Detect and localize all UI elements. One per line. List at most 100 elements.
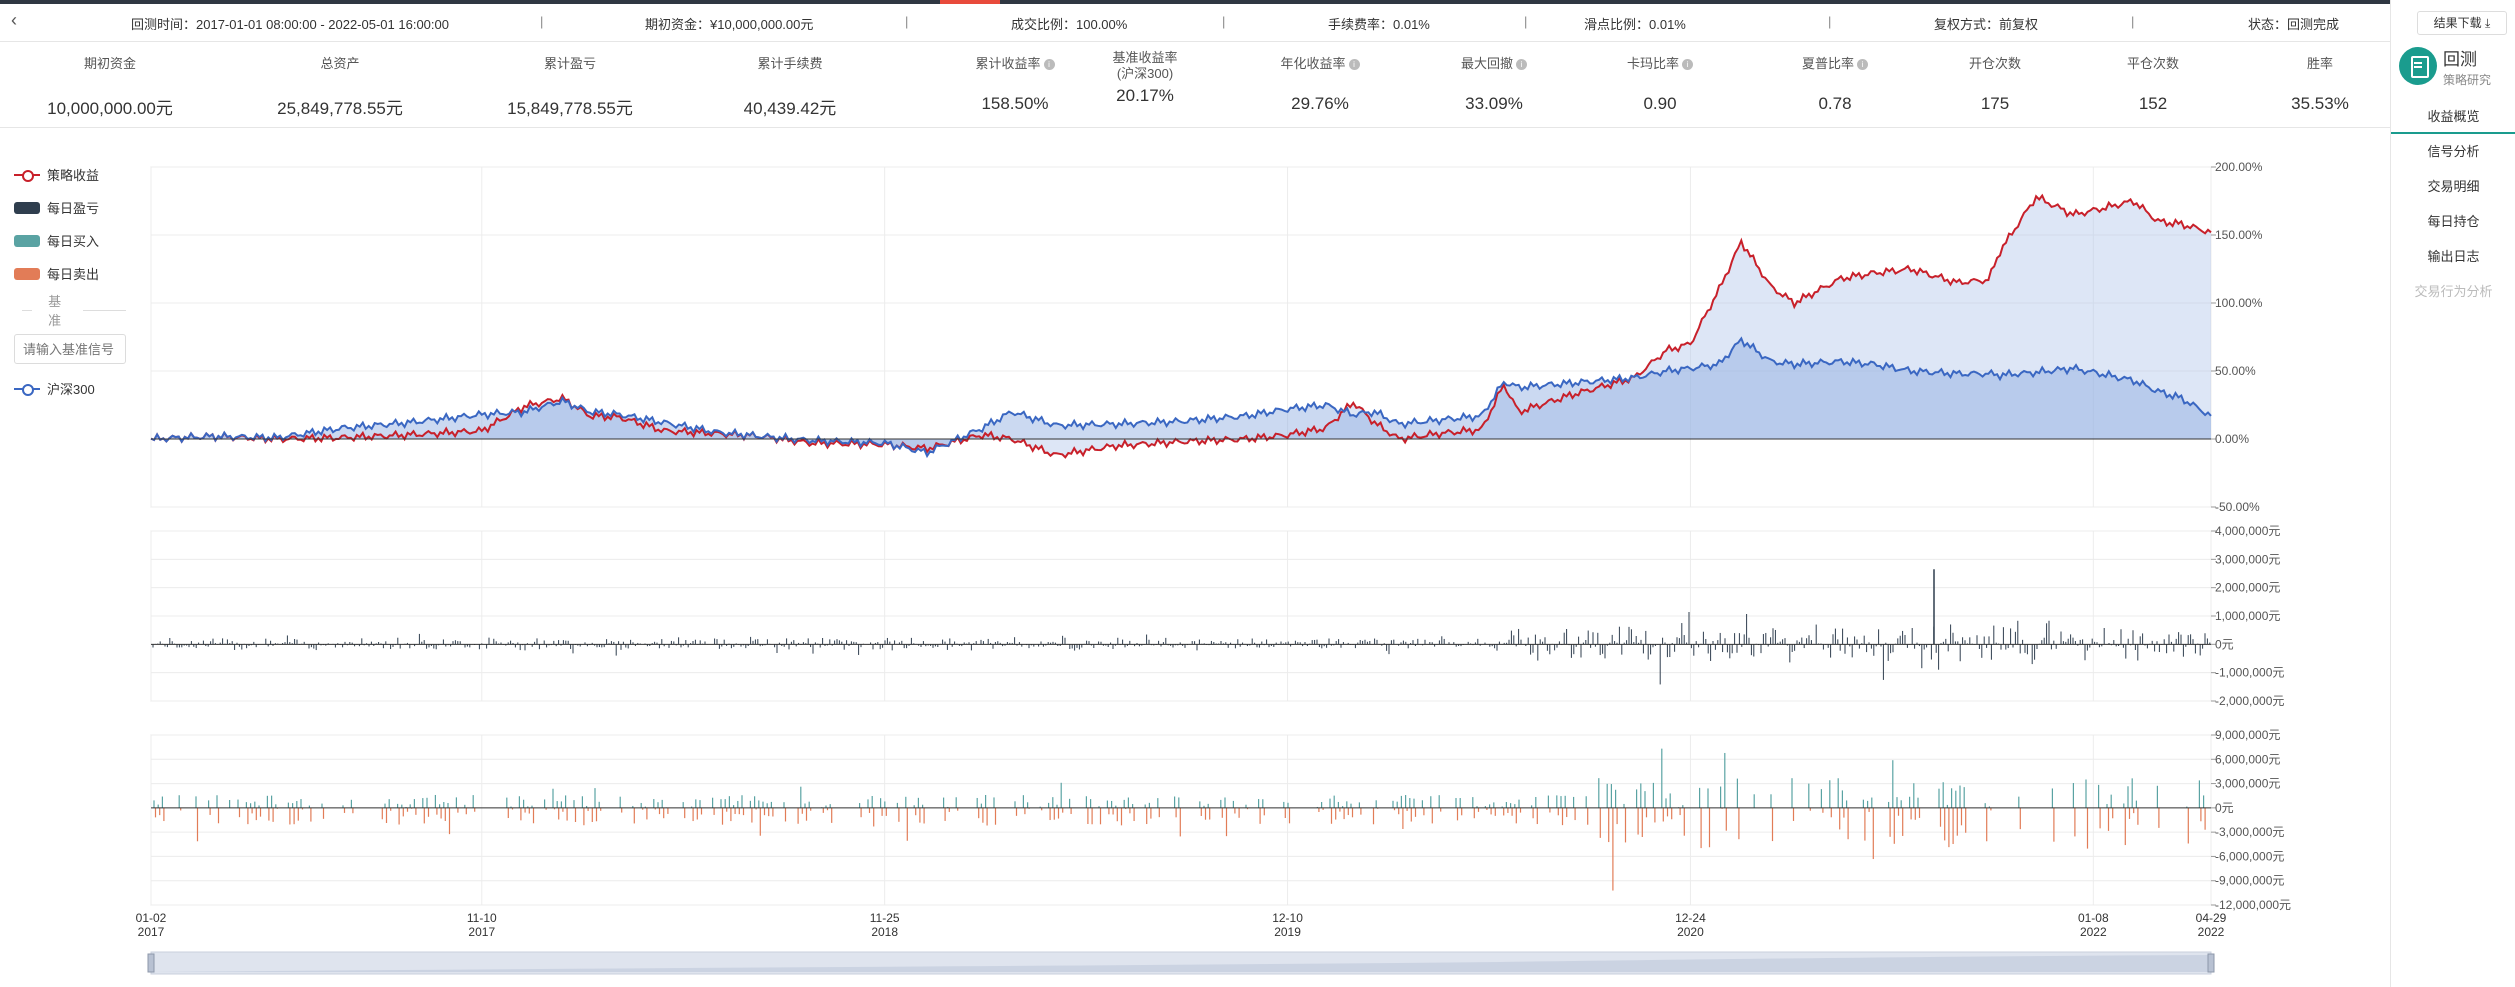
zoom-slider-preview (151, 955, 2211, 972)
stat-value: 25,849,778.55元 (277, 99, 403, 118)
stat-label: 年化收益率 i (1220, 56, 1420, 86)
y-tick-label: -1,000,000元 (2215, 666, 2284, 680)
zoom-handle-right[interactable] (2207, 953, 2215, 973)
stat-label: 最大回撤 i (1394, 56, 1594, 86)
y-tick-label: -12,000,000元 (2215, 898, 2291, 912)
stat-value: 0.78 (1818, 94, 1852, 113)
top-accent (940, 0, 1000, 4)
x-tick-label: 12-10 (1272, 911, 1303, 925)
slippage-info: 滑点比例：0.01% (1584, 17, 1686, 32)
backtest-time: 回测时间：2017-01-01 08:00:00 - 2022-05-01 16… (131, 17, 449, 32)
stat-4: 累计收益率 i 158.50% (915, 42, 1115, 114)
swatch-icon (14, 201, 40, 214)
adjust-info: 复权方式：前复权 (1934, 17, 2039, 32)
y-tick-label: 0元 (2215, 801, 2234, 815)
legend-strategy[interactable]: 策略收益 (14, 158, 134, 191)
back-arrow-icon[interactable]: ‹ (11, 10, 17, 30)
benchmark-divider: 基准 (14, 290, 134, 330)
stat-5: 基准收益率 (沪深300) 20.17% (1045, 42, 1245, 106)
info-icon[interactable]: i (1348, 59, 1360, 71)
charts-area: 200.00% 150.00% 100.00% 50.00% 0.00% -50.00% 4… (136, 160, 2291, 975)
y-tick-label: 200.00% (2215, 160, 2263, 174)
y-tick-label: 4,000,000元 (2215, 524, 2280, 538)
menu-signal-analysis[interactable]: 信号分析 (2427, 144, 2480, 159)
info-icon[interactable]: i (1682, 59, 1693, 71)
line-marker-icon (14, 383, 40, 396)
legend-strategy-label: 策略收益 (47, 168, 100, 183)
x-tick-label: 01-02 (136, 911, 167, 925)
menu-output-log[interactable]: 输出日志 (2427, 249, 2480, 264)
stat-value: 29.76% (1291, 94, 1349, 113)
chart-frame (150, 734, 2212, 906)
divider: | (1828, 14, 1832, 29)
brand-title: 回测 (2443, 49, 2477, 69)
y-tick-label: 100.00% (2215, 296, 2263, 310)
stat-11: 平仓次数 152 (2053, 42, 2253, 114)
right-panel: 结果下载 ⤓ 回测 策略研究 收益概览 信号分析 交易明细 每日持仓 输出日志 … (2390, 0, 2515, 987)
stat-sublabel: (沪深300) (1116, 66, 1174, 81)
status-info: 状态：回测完成 (2248, 17, 2340, 32)
stat-label: 平仓次数 (2126, 56, 2179, 71)
stat-6: 年化收益率 i 29.76% (1220, 42, 1420, 114)
legend-daily-pnl-label: 每日盈亏 (47, 201, 100, 216)
series-line-benchmark (150, 336, 2212, 459)
menu-trade-details[interactable]: 交易明细 (2427, 179, 2480, 194)
menu-return-overview[interactable]: 收益概览 (2391, 100, 2515, 134)
stat-label: 累计收益率 i (915, 56, 1115, 86)
legend-daily-buy[interactable]: 每日买入 (14, 224, 134, 257)
y-tick-label: 6,000,000元 (2215, 752, 2280, 766)
divider: | (1222, 14, 1226, 29)
stat-1: 总资产 25,849,778.55元 (240, 42, 440, 119)
download-button[interactable]: 结果下载 ⤓ (2417, 11, 2507, 35)
info-icon[interactable]: i (1043, 59, 1055, 71)
download-label: 结果下载 (2433, 16, 2482, 30)
brand: 回测 策略研究 (2399, 46, 2515, 87)
stat-label: 胜率 (2306, 56, 2333, 71)
stat-label: 基准收益率 (沪深300) (1112, 50, 1178, 81)
info-icon[interactable]: i (1516, 59, 1527, 71)
benchmark-input[interactable] (14, 334, 126, 364)
stat-3: 累计手续费 40,439.42元 (690, 42, 890, 119)
initial-capital-info: 期初资金：¥10,000,000.00元 (645, 17, 814, 32)
legend-benchmark-label: 沪深300 (47, 382, 95, 397)
stat-label: 卡玛比率 i (1560, 56, 1760, 86)
legend-daily-sell[interactable]: 每日卖出 (14, 257, 134, 290)
series-line-strategy (150, 193, 2212, 459)
stat-value: 175 (1980, 94, 2010, 113)
stat-2: 累计盈亏 15,849,778.55元 (470, 42, 670, 119)
series-area-strategy (151, 195, 2211, 458)
x-tick-label: 11-25 (870, 911, 900, 925)
y-tick-label: -50.00% (2215, 500, 2260, 514)
swatch-icon (14, 234, 40, 247)
stat-value: 40,439.42元 (743, 99, 837, 118)
y-tick-label: 50.00% (2215, 364, 2256, 378)
stat-label: 期初资金 (83, 56, 136, 71)
zoom-handle-left[interactable] (147, 953, 155, 973)
stat-value: 0.90 (1643, 94, 1677, 113)
info-icon[interactable]: i (1857, 59, 1868, 71)
legend-benchmark[interactable]: 沪深300 (14, 372, 134, 405)
x-tick-year: 2020 (1677, 925, 1704, 939)
chart-legend: 策略收益 每日盈亏 每日买入 每日卖出 基准 沪深300 (14, 158, 134, 405)
backtest-doc-icon (2399, 47, 2437, 85)
swatch-icon (14, 267, 40, 280)
y-tick-label: 0.00% (2215, 432, 2249, 446)
stat-value: 20.17% (1116, 86, 1174, 105)
x-tick-year: 2019 (1274, 925, 1301, 939)
stats-row: 期初资金 10,000,000.00元 总资产 25,849,778.55元 累计盈亏 1… (0, 42, 2390, 128)
stat-label: 夏普比率 i (1735, 56, 1935, 86)
menu-daily-positions[interactable]: 每日持仓 (2427, 214, 2480, 229)
y-tick-label: 9,000,000元 (2215, 728, 2280, 742)
stat-12: 胜率 35.53% (2220, 42, 2420, 114)
stat-value: 158.50% (981, 94, 1049, 113)
stat-label: 累计手续费 (757, 56, 823, 71)
divider: | (2131, 14, 2135, 29)
legend-daily-pnl[interactable]: 每日盈亏 (14, 191, 134, 224)
benchmark-section-label: 基准 (48, 294, 62, 328)
x-tick-year: 2017 (468, 925, 495, 939)
y-tick-label: -6,000,000元 (2215, 849, 2284, 863)
y-tick-label: 3,000,000元 (2215, 552, 2280, 566)
top-progress-line (0, 0, 2390, 4)
menu-trade-behavior[interactable]: 交易行为分析 (2414, 284, 2493, 299)
x-tick-year: 2018 (871, 925, 898, 939)
